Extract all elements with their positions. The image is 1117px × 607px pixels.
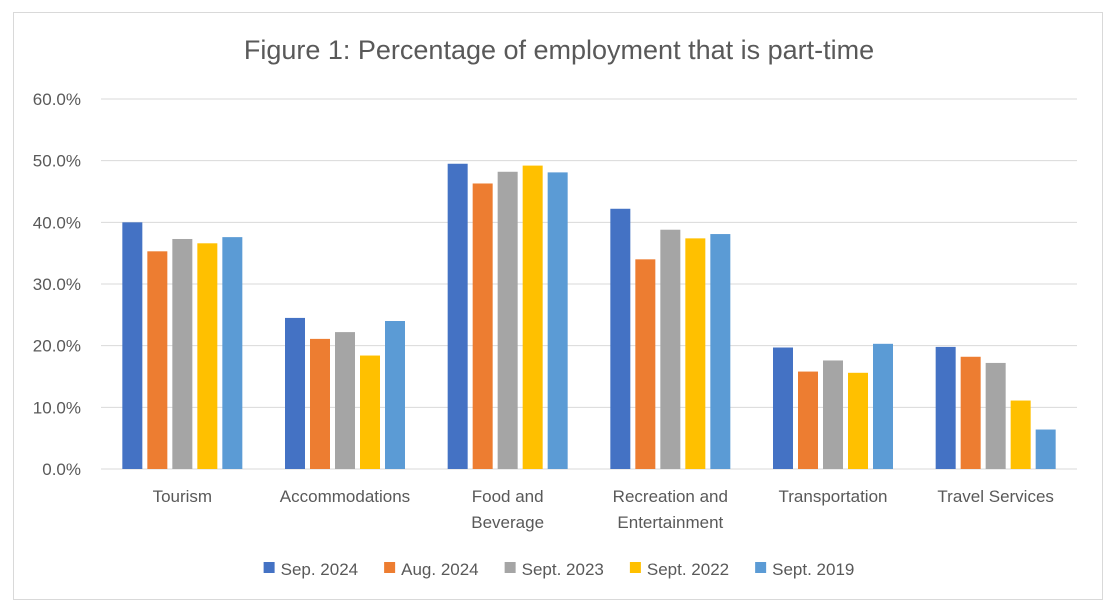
bar xyxy=(497,171,518,469)
y-tick-label: 50.0% xyxy=(33,152,81,171)
bar xyxy=(685,238,706,469)
gridlines xyxy=(101,98,1077,470)
bar xyxy=(360,355,380,469)
bar xyxy=(985,362,1006,469)
bar xyxy=(710,234,731,469)
bar xyxy=(635,259,656,469)
legend-swatch xyxy=(504,562,516,573)
bar xyxy=(197,243,218,469)
legend-label: Sept. 2019 xyxy=(772,560,854,579)
y-tick-label: 20.0% xyxy=(33,337,81,356)
y-tick-label: 40.0% xyxy=(33,213,81,232)
bar xyxy=(848,372,868,469)
chart-title: Figure 1: Percentage of employment that … xyxy=(244,35,874,65)
bar xyxy=(873,343,893,469)
legend-label: Sep. 2024 xyxy=(281,560,359,579)
bar xyxy=(335,332,355,469)
bar xyxy=(447,163,468,469)
category-label: Transportation xyxy=(779,487,888,506)
category-label: Tourism xyxy=(153,487,213,506)
bar xyxy=(823,360,843,469)
chart-frame: Figure 1: Percentage of employment that … xyxy=(13,12,1103,600)
category-labels: Tourism Accommodations Food and Beverage Rec… xyxy=(153,487,1054,532)
bar xyxy=(547,172,568,469)
bars xyxy=(122,163,1056,469)
bar xyxy=(1010,400,1031,469)
y-tick-label: 10.0% xyxy=(33,398,81,417)
bar xyxy=(147,251,168,469)
legend-swatch xyxy=(263,562,275,573)
bar xyxy=(385,321,405,469)
legend-label: Sept. 2022 xyxy=(647,560,729,579)
bar xyxy=(798,371,818,469)
legend-label: Sept. 2023 xyxy=(522,560,604,579)
category-label: Recreation and Entertainment xyxy=(613,487,728,532)
legend-label: Aug. 2024 xyxy=(401,560,479,579)
category-label: Accommodations xyxy=(280,487,410,506)
bar xyxy=(935,346,956,469)
bar xyxy=(122,222,143,469)
bar xyxy=(222,237,243,469)
bar xyxy=(1035,429,1056,469)
bar xyxy=(610,208,631,469)
bar xyxy=(285,317,305,469)
legend-swatch xyxy=(629,562,641,573)
bar xyxy=(310,338,330,469)
category-label: Food and Beverage xyxy=(471,487,544,532)
bar xyxy=(960,356,981,469)
bar xyxy=(172,238,193,469)
legend-swatch xyxy=(384,562,396,573)
bar xyxy=(773,347,793,469)
bar-chart: Figure 1: Percentage of employment that … xyxy=(33,35,1077,579)
bar xyxy=(660,229,681,469)
bar xyxy=(472,183,493,469)
y-tick-label: 30.0% xyxy=(33,275,81,294)
legend: Sep. 2024 Aug. 2024 Sept. 2023 Sept. 2022 Se… xyxy=(263,560,854,579)
y-axis-tick-labels: 0.0% 10.0% 20.0% 30.0% 40.0% 50.0% 60.0% xyxy=(33,90,81,479)
y-tick-label: 0.0% xyxy=(42,460,81,479)
bar xyxy=(522,165,543,469)
legend-swatch xyxy=(755,562,767,573)
y-tick-label: 60.0% xyxy=(33,90,81,109)
category-label: Travel Services xyxy=(937,487,1054,506)
